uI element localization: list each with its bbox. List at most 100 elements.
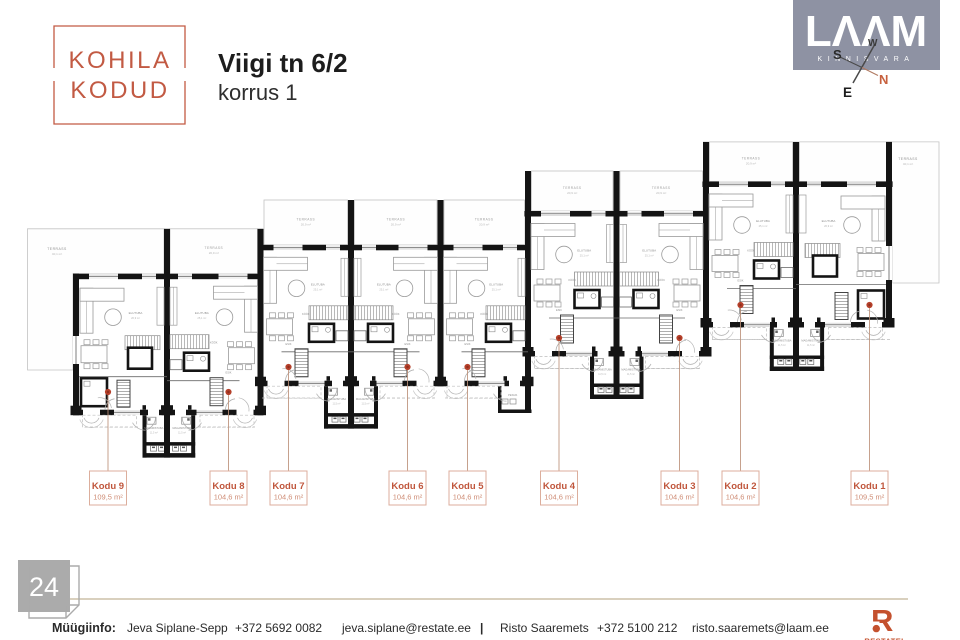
svg-text:104,6 m²: 104,6 m²: [274, 493, 304, 502]
svg-text:Kodu 2: Kodu 2: [724, 481, 756, 492]
svg-text:KÖÖK: KÖÖK: [480, 312, 488, 316]
svg-text:Kodu 5: Kodu 5: [451, 481, 484, 492]
svg-text:11,5 m²: 11,5 m²: [807, 344, 815, 347]
svg-text:20,9 m²: 20,9 m²: [301, 222, 311, 226]
svg-text:26,9 m²: 26,9 m²: [824, 224, 833, 228]
svg-text:N: N: [879, 72, 888, 87]
svg-text:MAGAMISTUBA: MAGAMISTUBA: [144, 426, 163, 430]
svg-text:Kodu 3: Kodu 3: [663, 481, 695, 492]
svg-text:ELUTUBA: ELUTUBA: [642, 249, 656, 253]
svg-text:MAGAMISTUBA: MAGAMISTUBA: [173, 426, 192, 430]
svg-text:MAGAMISTUBA: MAGAMISTUBA: [593, 368, 612, 372]
svg-text:KÖÖK: KÖÖK: [747, 249, 755, 253]
svg-text:104,6 m²: 104,6 m²: [665, 493, 695, 502]
svg-text:Jeva Siplane-Sepp: Jeva Siplane-Sepp: [127, 621, 228, 635]
svg-text:ELUTUBA: ELUTUBA: [489, 282, 503, 286]
svg-text:ELUTUBA: ELUTUBA: [311, 282, 325, 286]
svg-text:MAGAMISTUBA: MAGAMISTUBA: [801, 339, 820, 343]
svg-text:TERRASS: TERRASS: [898, 157, 918, 161]
svg-text:Kodu 7: Kodu 7: [272, 481, 304, 492]
svg-text:Kodu 9: Kodu 9: [92, 481, 124, 492]
svg-text:109,5 m²: 109,5 m²: [93, 493, 123, 502]
svg-text:KINNISVARA: KINNISVARA: [818, 56, 915, 63]
svg-text:ELUTUBA: ELUTUBA: [756, 219, 770, 223]
svg-text:ESIK: ESIK: [226, 371, 232, 375]
svg-text:Kodu 1: Kodu 1: [853, 481, 886, 492]
svg-text:ESIK: ESIK: [465, 342, 471, 346]
svg-text:20,9 m²: 20,9 m²: [746, 162, 756, 166]
svg-text:20,9 m²: 20,9 m²: [567, 191, 577, 195]
svg-text:TERRASS: TERRASS: [742, 157, 761, 161]
svg-text:Viigi tn 6/2: Viigi tn 6/2: [218, 48, 348, 78]
svg-text:TERRASS: TERRASS: [387, 217, 406, 221]
svg-text:ELUTUBA: ELUTUBA: [822, 219, 836, 223]
svg-text:+372 5692 0082: +372 5692 0082: [235, 621, 322, 635]
svg-text:TERRASS: TERRASS: [297, 217, 316, 221]
svg-text:25,1 m²: 25,1 m²: [197, 316, 206, 320]
svg-text:ESIK: ESIK: [556, 308, 562, 312]
svg-text:104,6 m²: 104,6 m²: [544, 493, 574, 502]
svg-text:104,6 m²: 104,6 m²: [726, 493, 756, 502]
svg-text:KOHILA: KOHILA: [68, 47, 171, 74]
svg-text:TERRASS: TERRASS: [47, 247, 67, 251]
svg-text:40,1 m²: 40,1 m²: [52, 252, 62, 256]
svg-text:|: |: [480, 621, 483, 635]
svg-text:TERRASS: TERRASS: [652, 186, 671, 190]
svg-text:25,1 m²: 25,1 m²: [379, 287, 388, 291]
svg-text:11,5 m²: 11,5 m²: [178, 432, 186, 435]
svg-text:TERRASS: TERRASS: [475, 217, 494, 221]
svg-text:20,9 m²: 20,9 m²: [391, 222, 401, 226]
svg-text:KÖÖK: KÖÖK: [392, 312, 400, 316]
svg-text:25,1 m²: 25,1 m²: [492, 287, 501, 291]
svg-text:TERRASS: TERRASS: [563, 186, 582, 190]
svg-text:11,5 m²: 11,5 m²: [362, 403, 370, 406]
svg-text:109,5 m²: 109,5 m²: [855, 493, 885, 502]
svg-text:RESTATEI: RESTATEI: [864, 637, 903, 640]
svg-text:Kodu 6: Kodu 6: [391, 481, 423, 492]
svg-text:LΛΛM: LΛΛM: [805, 7, 927, 56]
svg-text:20,9 m²: 20,9 m²: [209, 251, 219, 255]
svg-text:11,5 m²: 11,5 m²: [333, 403, 341, 406]
svg-text:11,5 m²: 11,5 m²: [627, 373, 635, 376]
svg-text:Müügiinfo:: Müügiinfo:: [52, 621, 116, 635]
svg-text:KÖÖK: KÖÖK: [568, 278, 576, 282]
svg-text:24: 24: [29, 572, 59, 602]
svg-text:+372 5100 212: +372 5100 212: [597, 621, 678, 635]
svg-text:jeva.siplane@restate.ee: jeva.siplane@restate.ee: [341, 621, 471, 635]
svg-text:MAGAMISTUBA: MAGAMISTUBA: [772, 339, 791, 343]
svg-text:ELUTUBA: ELUTUBA: [195, 311, 209, 315]
svg-text:KÖÖK: KÖÖK: [210, 341, 218, 345]
svg-text:ESIK: ESIK: [677, 308, 683, 312]
svg-text:ESIK: ESIK: [738, 279, 744, 283]
svg-text:ESIK: ESIK: [286, 342, 292, 346]
svg-text:ELUTUBA: ELUTUBA: [129, 311, 143, 315]
svg-text:korrus 1: korrus 1: [218, 80, 297, 105]
svg-text:TERRASS: TERRASS: [205, 246, 224, 250]
svg-text:risto.saaremets@laam.ee: risto.saaremets@laam.ee: [692, 621, 829, 635]
svg-text:Kodu 4: Kodu 4: [543, 481, 576, 492]
svg-text:104,6 m²: 104,6 m²: [393, 493, 423, 502]
svg-text:MAGAMISTUBA: MAGAMISTUBA: [327, 397, 346, 401]
svg-text:25,1 m²: 25,1 m²: [580, 254, 589, 258]
svg-text:11,5 m²: 11,5 m²: [778, 344, 786, 347]
svg-text:11,5 m²: 11,5 m²: [598, 373, 606, 376]
svg-text:20,9 m²: 20,9 m²: [479, 222, 489, 226]
svg-text:25,1 m²: 25,1 m²: [645, 254, 654, 258]
svg-text:ESIK: ESIK: [405, 342, 411, 346]
svg-text:40,1 m²: 40,1 m²: [903, 162, 913, 166]
svg-text:Risto Saaremets: Risto Saaremets: [500, 621, 589, 635]
svg-text:26,9 m²: 26,9 m²: [131, 316, 140, 320]
svg-text:25,1 m²: 25,1 m²: [313, 287, 322, 291]
svg-text:Kodu 8: Kodu 8: [212, 481, 244, 492]
svg-text:25,1 m²: 25,1 m²: [759, 224, 768, 228]
svg-text:104,6 m²: 104,6 m²: [214, 493, 244, 502]
svg-text:PESUR.: PESUR.: [508, 393, 518, 397]
svg-text:104,6 m²: 104,6 m²: [453, 493, 483, 502]
svg-text:ELUTUBA: ELUTUBA: [377, 282, 391, 286]
svg-text:ELUTUBA: ELUTUBA: [577, 249, 591, 253]
svg-text:E: E: [843, 85, 852, 100]
svg-text:20,9 m²: 20,9 m²: [656, 191, 666, 195]
svg-text:S: S: [833, 47, 842, 62]
svg-text:MAGAMISTUBA: MAGAMISTUBA: [356, 397, 375, 401]
svg-text:KODUD: KODUD: [70, 77, 169, 104]
